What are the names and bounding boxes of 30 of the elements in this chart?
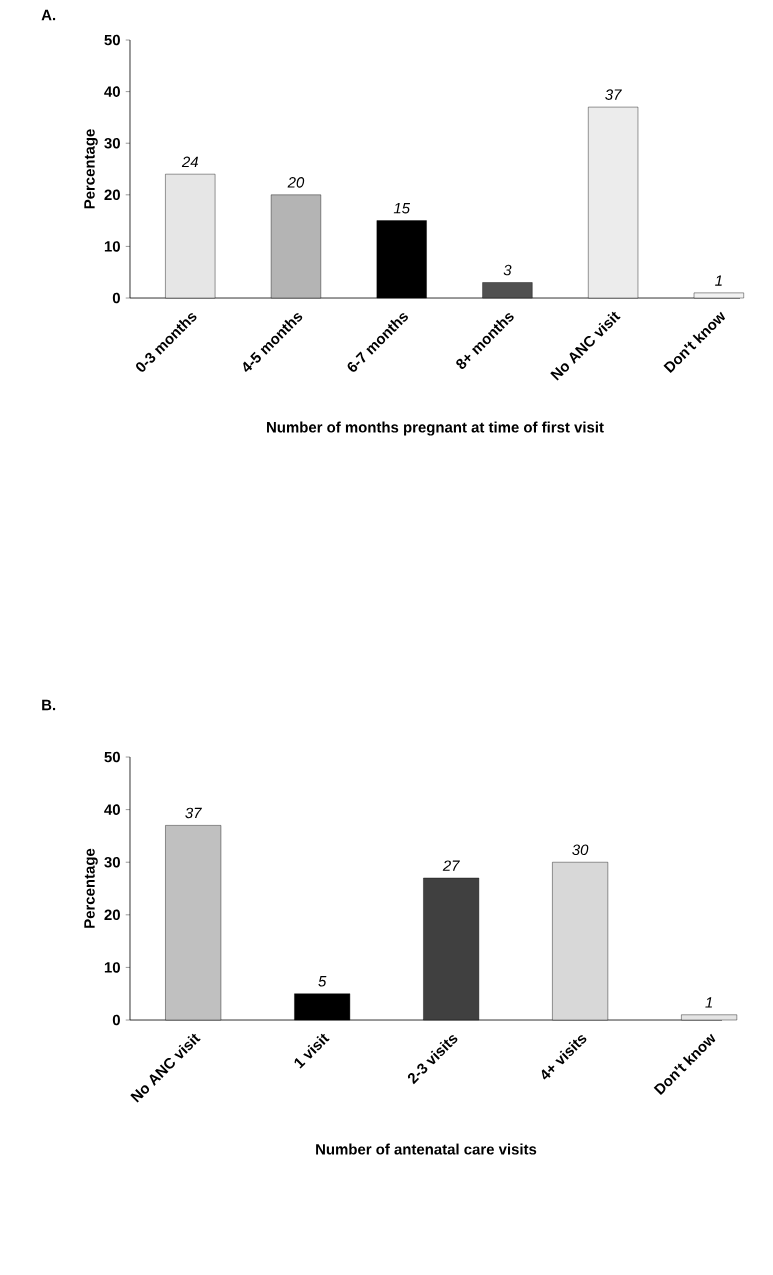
y-tick-label: 40 (104, 86, 120, 97)
data-label: 1 (715, 275, 722, 286)
y-tick-label: 30 (104, 856, 120, 868)
data-label: 30 (572, 844, 589, 856)
y-tick-label: 10 (104, 241, 120, 252)
data-label: 5 (318, 976, 327, 987)
x-tick-label: 1 visit (294, 1033, 330, 1069)
data-label: 37 (605, 89, 622, 100)
y-tick-label: 50 (104, 34, 120, 46)
y-tick-label: 20 (104, 909, 120, 921)
y-tick-label: 40 (104, 804, 120, 815)
chart-title: B. (42, 699, 56, 711)
data-label: 20 (287, 177, 305, 188)
data-label: 1 (705, 997, 712, 1008)
y-tick-label: 10 (104, 962, 120, 973)
x-axis-title: Number of antenatal care visits (316, 1143, 537, 1155)
y-tick-label: 30 (104, 137, 120, 149)
y-tick-label: 0 (112, 1014, 120, 1026)
data-label: 37 (185, 807, 202, 819)
data-label: 27 (442, 860, 460, 871)
data-label: 15 (393, 203, 411, 214)
x-axis-title: Number of months pregnant at time of first visit (267, 421, 604, 436)
y-axis-title: Percentage (84, 129, 98, 209)
data-label: 24 (181, 156, 199, 167)
y-axis-title: Percentage (84, 848, 98, 928)
y-tick-label: 20 (104, 189, 120, 201)
data-label: 3 (503, 264, 512, 276)
y-tick-label: 50 (104, 751, 120, 763)
y-tick-label: 0 (112, 292, 120, 304)
chart-title: A. (41, 9, 56, 21)
